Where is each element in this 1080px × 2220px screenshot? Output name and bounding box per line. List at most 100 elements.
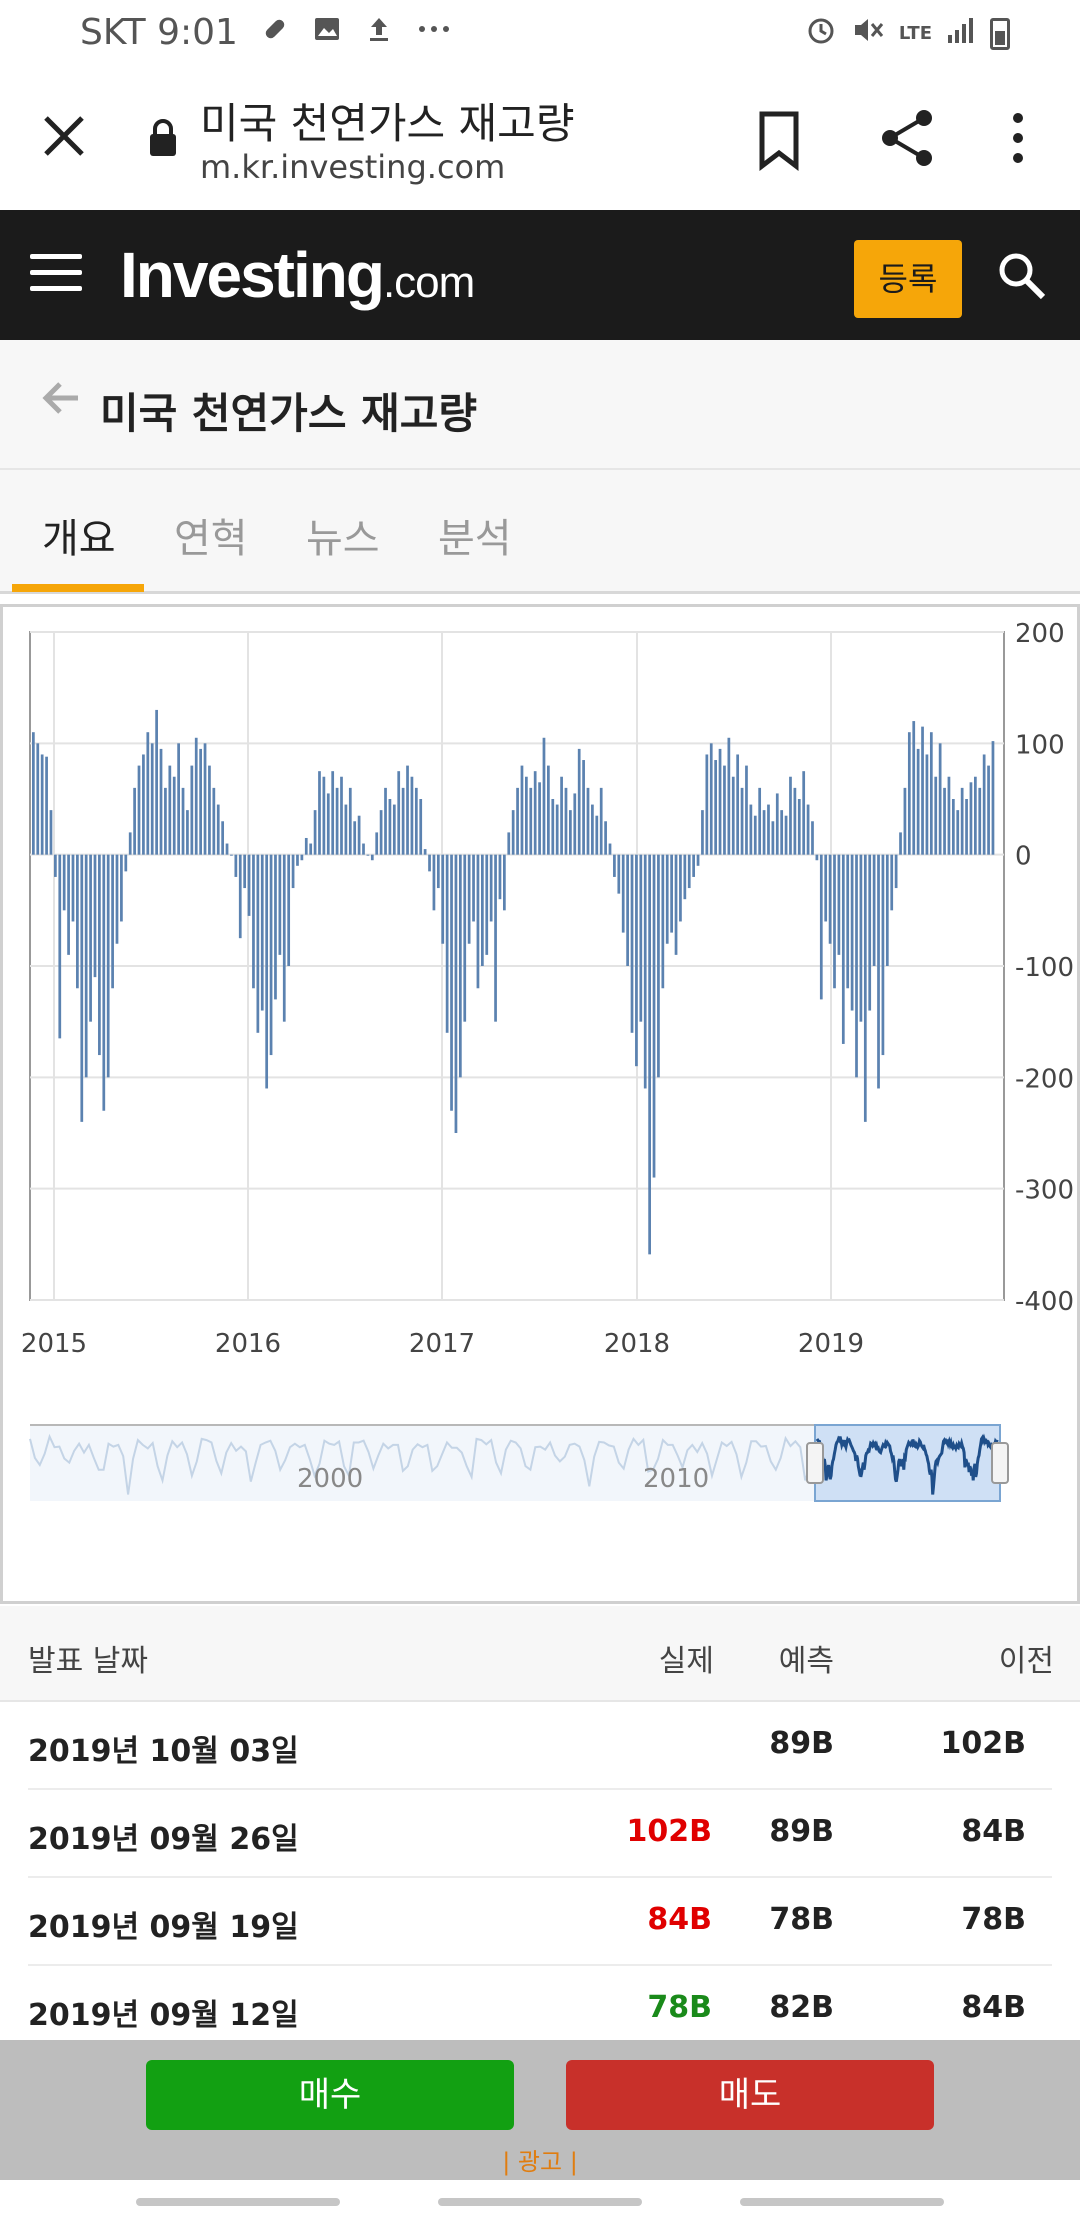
bar[interactable] — [480, 854, 484, 966]
bar[interactable] — [335, 787, 339, 855]
bar[interactable] — [929, 732, 933, 855]
bar[interactable] — [62, 854, 66, 911]
bar[interactable] — [225, 843, 229, 855]
bar[interactable] — [965, 799, 968, 855]
bar[interactable] — [727, 737, 731, 855]
bar[interactable] — [797, 799, 801, 855]
bar[interactable] — [221, 821, 225, 855]
bar[interactable] — [36, 743, 40, 855]
bar[interactable] — [458, 854, 462, 1078]
bar[interactable] — [586, 787, 590, 855]
bar[interactable] — [296, 854, 299, 866]
bar[interactable] — [943, 787, 946, 855]
bar[interactable] — [938, 743, 942, 855]
menu-button[interactable] — [30, 254, 82, 294]
back-button[interactable] — [38, 374, 86, 422]
bar[interactable] — [793, 787, 797, 855]
bar[interactable] — [128, 832, 132, 855]
bar[interactable] — [203, 743, 207, 855]
bar[interactable] — [362, 843, 365, 855]
bar[interactable] — [978, 787, 982, 855]
bar[interactable] — [555, 804, 559, 855]
bar[interactable] — [71, 854, 75, 922]
bar[interactable] — [379, 810, 383, 855]
buy-button[interactable]: 매수 — [146, 2060, 514, 2130]
bar[interactable] — [234, 854, 238, 877]
bar[interactable] — [441, 854, 445, 944]
signup-button[interactable]: 등록 — [854, 240, 962, 318]
bar[interactable] — [186, 810, 189, 855]
bar[interactable] — [899, 832, 902, 855]
bar[interactable] — [278, 854, 282, 955]
bar[interactable] — [868, 854, 872, 1011]
bar[interactable] — [947, 776, 951, 855]
bar[interactable] — [837, 854, 841, 955]
tab-overview[interactable]: 개요 — [42, 516, 116, 562]
ad-label[interactable]: | 광고 | — [502, 2148, 578, 2176]
bar[interactable] — [564, 787, 568, 855]
bar[interactable] — [168, 765, 172, 855]
bar[interactable] — [705, 754, 709, 855]
bar[interactable] — [256, 854, 260, 1033]
bar[interactable] — [102, 854, 106, 1111]
bar[interactable] — [582, 760, 585, 855]
bar[interactable] — [133, 787, 136, 855]
bar[interactable] — [454, 854, 458, 1133]
bar[interactable] — [850, 854, 854, 1011]
bar[interactable] — [49, 810, 53, 855]
bar[interactable] — [775, 793, 779, 855]
bar[interactable] — [661, 854, 665, 989]
bar[interactable] — [657, 854, 660, 1078]
bar[interactable] — [679, 854, 682, 922]
bar[interactable] — [626, 854, 629, 966]
bar[interactable] — [84, 854, 88, 1078]
bar[interactable] — [300, 854, 304, 861]
bar[interactable] — [811, 821, 814, 855]
bar[interactable] — [674, 854, 678, 955]
storage-chart[interactable]: 200 100 0 -100 -200 -300 -400 2015 2016 2017 2018… — [3, 607, 1077, 1601]
bar[interactable] — [841, 854, 845, 1044]
bar[interactable] — [313, 810, 317, 855]
bar[interactable] — [366, 854, 370, 856]
bar[interactable] — [494, 854, 497, 1022]
bar[interactable] — [406, 765, 409, 855]
bar[interactable] — [472, 854, 475, 922]
bar[interactable] — [648, 854, 651, 1255]
bar[interactable] — [692, 854, 695, 877]
bar[interactable] — [890, 854, 894, 911]
bar[interactable] — [595, 815, 599, 855]
bar[interactable] — [230, 854, 233, 856]
bar[interactable] — [340, 776, 343, 855]
bar[interactable] — [98, 854, 101, 1056]
bar[interactable] — [40, 754, 44, 855]
bar[interactable] — [348, 787, 352, 855]
bar[interactable] — [670, 854, 673, 933]
bar[interactable] — [951, 799, 955, 855]
bar[interactable] — [507, 832, 511, 855]
bar[interactable] — [925, 754, 929, 855]
bar[interactable] — [326, 793, 330, 855]
bar[interactable] — [265, 854, 269, 1089]
bar[interactable] — [538, 782, 541, 855]
bar[interactable] — [370, 854, 374, 861]
bar[interactable] — [714, 760, 718, 855]
bar[interactable] — [384, 787, 387, 855]
bar[interactable] — [560, 776, 563, 855]
bar[interactable] — [731, 776, 735, 855]
bar[interactable] — [973, 776, 977, 855]
tab-analysis[interactable]: 분석 — [438, 516, 512, 562]
bar[interactable] — [410, 776, 414, 855]
bar[interactable] — [780, 810, 784, 855]
bar[interactable] — [683, 854, 687, 900]
search-button[interactable] — [996, 250, 1048, 302]
bar[interactable] — [401, 787, 405, 855]
bar[interactable] — [190, 765, 194, 855]
tab-history[interactable]: 연혁 — [174, 516, 248, 562]
bar[interactable] — [489, 854, 493, 922]
sell-button[interactable]: 매도 — [566, 2060, 934, 2130]
bar[interactable] — [533, 771, 537, 855]
nav-back-button[interactable] — [740, 2198, 944, 2206]
bar[interactable] — [503, 854, 506, 911]
bar[interactable] — [45, 756, 48, 855]
bar[interactable] — [591, 804, 594, 855]
